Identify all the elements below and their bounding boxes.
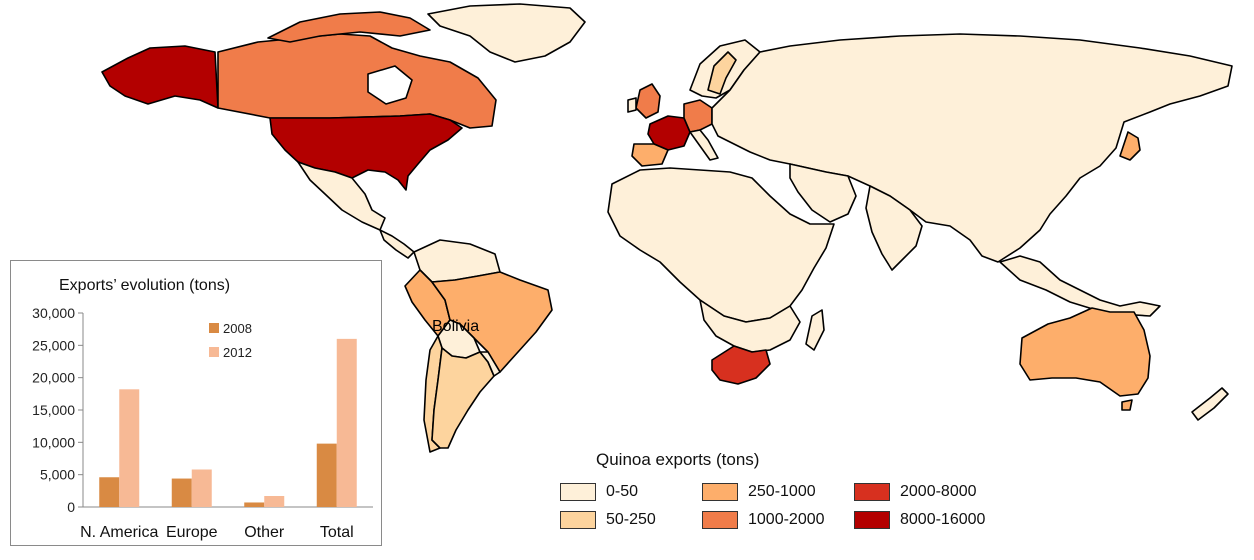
chart-svg: Exports’ evolution (tons) 0 5,000 10,000 15…	[32, 277, 373, 541]
map-label-bolivia: Bolivia	[432, 318, 479, 335]
country-north-africa[interactable]	[607, 167, 835, 323]
legend-swatch	[854, 511, 890, 529]
chart-legend: 2008 2012	[209, 321, 252, 360]
legend-item-250-1000: 250-1000	[702, 480, 816, 504]
legend-swatch	[560, 483, 596, 501]
legend-label: 1000-2000	[748, 511, 825, 528]
legend-label: 50-250	[606, 511, 656, 528]
bar-2008-europe	[171, 478, 192, 507]
legend-label: 2000-8000	[900, 483, 977, 500]
y-tick-label: 10,000	[32, 434, 75, 450]
legend-swatch	[702, 483, 738, 501]
bar-2012-europe	[191, 469, 212, 507]
bar-2008-n-america	[99, 477, 120, 507]
chart-legend-swatch	[209, 347, 219, 357]
country-usa[interactable]	[269, 113, 463, 191]
y-tick-label: 25,000	[32, 337, 75, 353]
exports-evolution-chart: Exports’ evolution (tons) 0 5,000 10,000 15…	[10, 260, 382, 546]
y-tick-label: 30,000	[32, 305, 75, 321]
country-italy[interactable]	[689, 129, 719, 161]
y-tick-label: 0	[67, 499, 75, 515]
legend-label: 250-1000	[748, 483, 816, 500]
legend-label: 8000-16000	[900, 511, 986, 528]
map-legend: Quinoa exports (tons) 0-50 50-250 250-10…	[560, 444, 1030, 544]
country-mexico[interactable]	[297, 161, 386, 231]
chart-legend-swatch	[209, 323, 219, 333]
legend-swatch	[702, 511, 738, 529]
legend-label: 0-50	[606, 483, 639, 500]
country-central-america[interactable]	[379, 229, 415, 259]
legend-item-8000-16000: 8000-16000	[854, 508, 985, 532]
legend-swatch	[560, 511, 596, 529]
country-canada[interactable]	[217, 33, 497, 129]
bar-2008-other	[244, 502, 265, 507]
country-sweden[interactable]	[707, 51, 737, 95]
country-central-africa[interactable]	[699, 299, 801, 353]
x-category-label: Europe	[166, 524, 218, 541]
country-uruguay-paraguay[interactable]	[479, 351, 501, 377]
x-category-label: Other	[244, 524, 285, 541]
bars	[99, 338, 357, 507]
legend-item-0-50: 0-50	[560, 480, 638, 504]
country-hudson-bay	[367, 65, 413, 105]
legend-item-50-250: 50-250	[560, 508, 656, 532]
country-arabia[interactable]	[789, 163, 857, 223]
chart-legend-label: 2012	[223, 345, 252, 360]
y-tick-label: 5,000	[40, 467, 75, 483]
country-argentina[interactable]	[431, 347, 495, 449]
x-category-label: Total	[320, 524, 354, 541]
legend-title: Quinoa exports (tons)	[596, 450, 760, 469]
country-greenland[interactable]	[427, 3, 586, 63]
country-madagascar[interactable]	[805, 309, 825, 351]
country-france[interactable]	[647, 115, 691, 151]
country-spain[interactable]	[631, 143, 669, 167]
x-category-label: N. America	[80, 524, 158, 541]
country-southeast-asia[interactable]	[999, 255, 1161, 317]
country-india[interactable]	[865, 185, 923, 271]
country-ireland[interactable]	[627, 97, 637, 113]
country-canada-islands[interactable]	[267, 11, 431, 43]
x-axis: N. America Europe Other Total	[80, 524, 354, 541]
country-germany[interactable]	[683, 99, 713, 133]
y-tick-label: 15,000	[32, 402, 75, 418]
bar-2012-other	[264, 496, 285, 507]
y-tick-label: 20,000	[32, 370, 75, 386]
country-tasmania[interactable]	[1121, 399, 1133, 411]
bar-2012-total	[336, 338, 357, 507]
country-alaska[interactable]	[101, 45, 219, 109]
legend-item-1000-2000: 1000-2000	[702, 508, 825, 532]
legend-item-2000-8000: 2000-8000	[854, 480, 977, 504]
bar-2012-n-america	[119, 389, 140, 507]
legend-swatch	[854, 483, 890, 501]
country-new-zealand[interactable]	[1191, 387, 1229, 421]
country-south-africa[interactable]	[711, 345, 771, 385]
country-australia[interactable]	[1019, 307, 1151, 397]
country-japan[interactable]	[1119, 131, 1141, 161]
country-uk[interactable]	[635, 83, 661, 119]
bar-2008-total	[316, 443, 337, 507]
chart-title: Exports’ evolution (tons)	[59, 277, 230, 294]
chart-legend-label: 2008	[223, 321, 252, 336]
